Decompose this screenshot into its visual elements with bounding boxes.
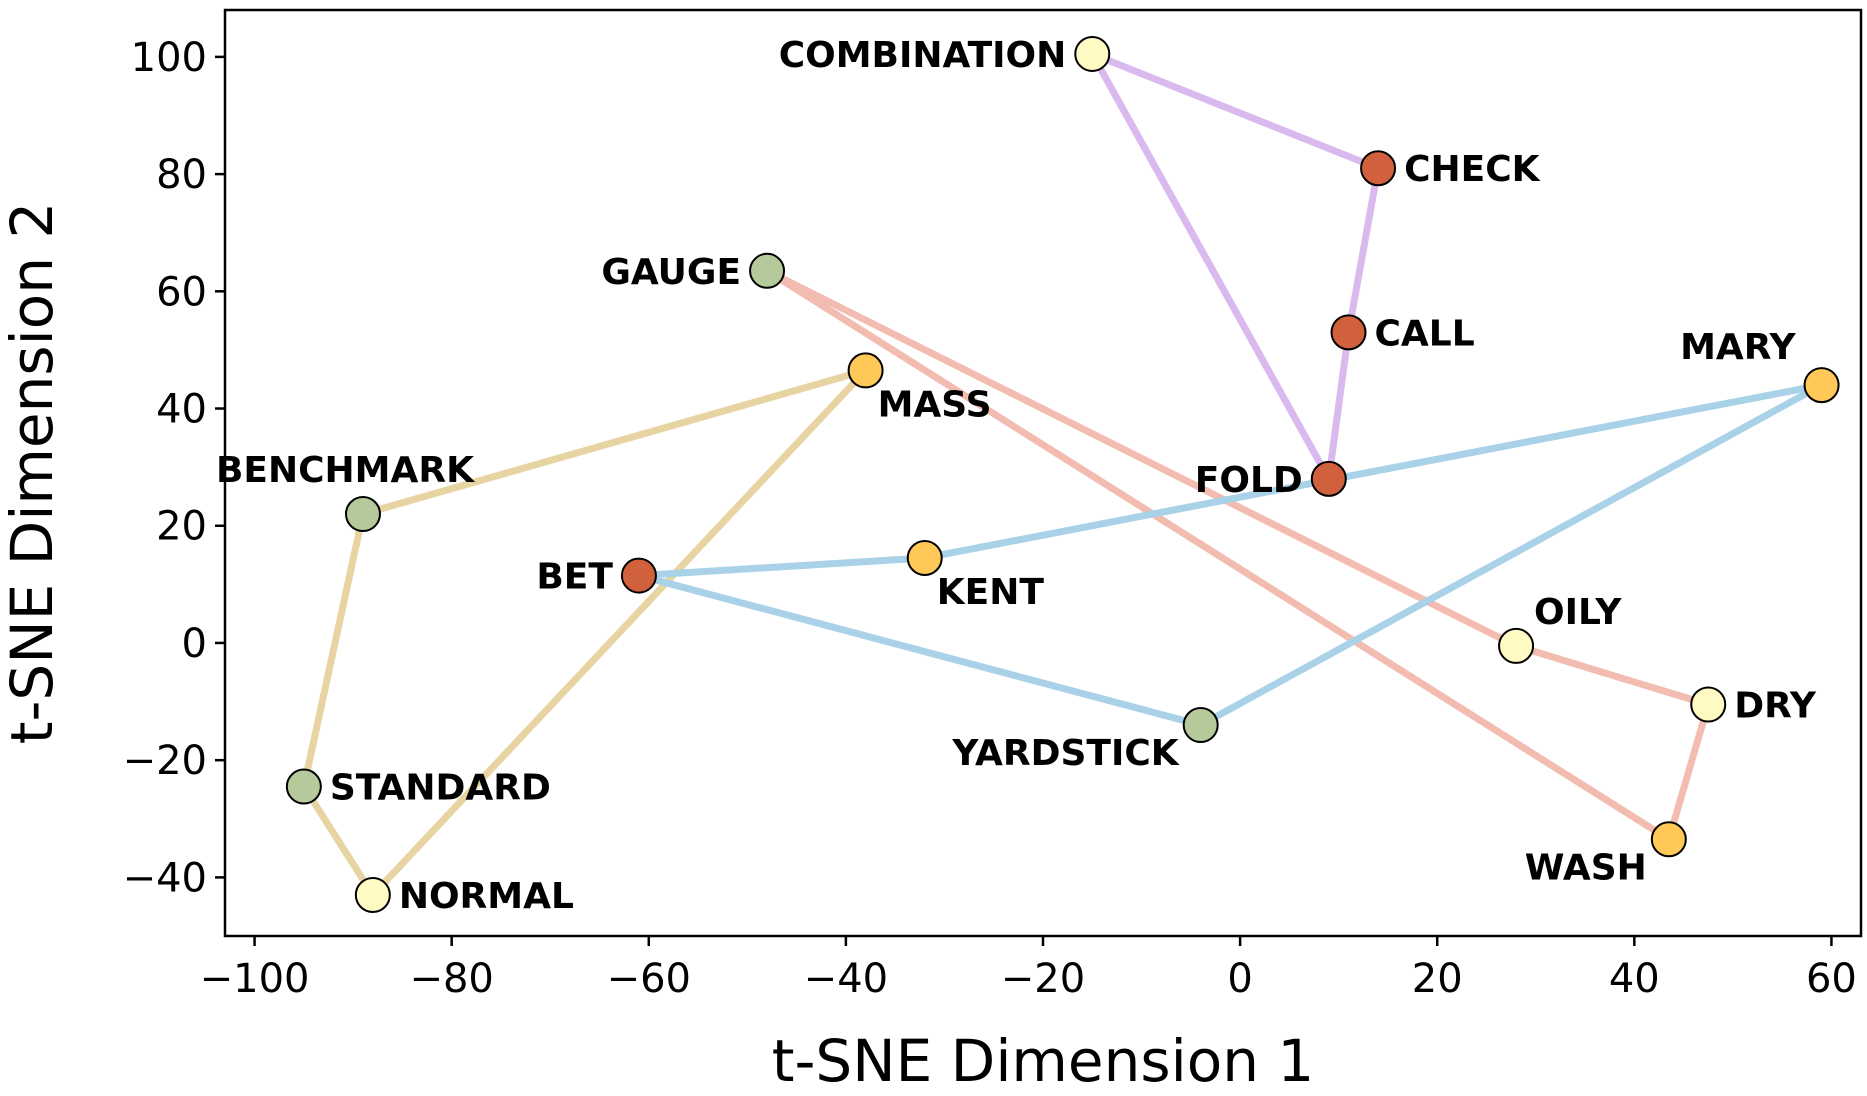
y-tick-label: 20: [156, 504, 207, 550]
point-call: [1330, 314, 1367, 351]
point-oily: [1498, 627, 1535, 664]
point-check: [1360, 150, 1397, 187]
point-yardstick: [1182, 707, 1219, 744]
x-tick-label: −60: [607, 956, 691, 1002]
y-tick-label: 100: [131, 35, 207, 81]
label-bet: BET: [536, 557, 613, 598]
point-standard: [285, 768, 322, 805]
x-axis-ticks: −100 −80 −60 −40 −20 0 20 40 60: [200, 936, 1857, 1002]
label-check: CHECK: [1404, 149, 1541, 190]
point-gauge: [749, 252, 786, 289]
point-mass: [847, 352, 884, 389]
label-dry: DRY: [1734, 686, 1817, 727]
label-call: CALL: [1375, 313, 1475, 354]
x-tick-label: −40: [804, 956, 888, 1002]
label-benchmark: BENCHMARK: [216, 450, 475, 491]
point-normal: [354, 876, 391, 913]
x-tick-label: 40: [1609, 956, 1660, 1002]
x-tick-label: −80: [409, 956, 493, 1002]
x-tick-label: −20: [1001, 956, 1085, 1002]
label-wash: WASH: [1525, 847, 1647, 888]
x-tick-label: 0: [1227, 956, 1252, 1002]
x-tick-label: 20: [1412, 956, 1463, 1002]
y-tick-label: 0: [182, 621, 207, 667]
point-mary: [1803, 367, 1840, 404]
data-points: [285, 35, 1840, 913]
y-tick-label: −40: [123, 855, 207, 901]
label-mary: MARY: [1680, 327, 1796, 368]
point-benchmark: [344, 496, 381, 533]
y-axis-title: t-SNE Dimension 2: [0, 202, 66, 745]
x-tick-label: 60: [1806, 956, 1857, 1002]
x-axis-title: t-SNE Dimension 1: [772, 1027, 1315, 1095]
label-kent: KENT: [937, 572, 1045, 613]
point-fold: [1310, 460, 1347, 497]
x-tick-label: −100: [200, 956, 310, 1002]
point-combination: [1074, 35, 1111, 72]
point-bet: [620, 557, 657, 594]
blue-group-line: [635, 381, 1826, 729]
y-tick-label: −20: [123, 738, 207, 784]
point-dry: [1690, 686, 1727, 723]
y-tick-label: 40: [156, 387, 207, 433]
label-normal: NORMAL: [399, 876, 574, 917]
label-mass: MASS: [878, 384, 992, 425]
label-oily: OILY: [1534, 592, 1622, 633]
label-standard: STANDARD: [330, 768, 551, 809]
point-wash: [1650, 821, 1687, 858]
y-axis-ticks: −40 −20 0 20 40 60 80 100: [123, 35, 225, 901]
y-tick-label: 60: [156, 269, 207, 315]
label-fold: FOLD: [1195, 460, 1303, 501]
y-tick-label: 80: [156, 152, 207, 198]
point-labels: COMBINATION CHECK CALL FOLD GAUGE MASS BENCHMA…: [216, 35, 1817, 917]
label-gauge: GAUGE: [601, 252, 741, 293]
label-combination: COMBINATION: [779, 35, 1067, 76]
purple-group-line: [1088, 50, 1382, 483]
label-yardstick: YARDSTICK: [951, 733, 1179, 774]
point-kent: [906, 539, 943, 576]
